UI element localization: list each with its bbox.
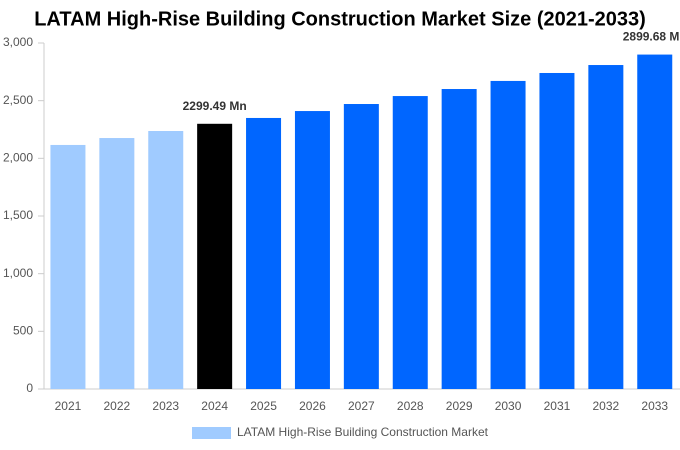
x-tick-label: 2030 <box>495 399 522 413</box>
bar <box>392 96 428 389</box>
legend-swatch <box>192 427 231 439</box>
x-tick-label: 2032 <box>592 399 619 413</box>
bar <box>197 123 233 390</box>
bar <box>637 54 673 389</box>
x-tick-label: 2021 <box>55 399 82 413</box>
x-tick-label: 2025 <box>250 399 277 413</box>
bar <box>441 89 477 389</box>
x-tick-label: 2023 <box>152 399 179 413</box>
y-tick-label: 1,500 <box>3 208 33 222</box>
legend-label: LATAM High-Rise Building Construction Ma… <box>237 425 489 439</box>
x-tick-label: 2027 <box>348 399 375 413</box>
x-tick-label: 2031 <box>544 399 571 413</box>
x-tick-label: 2028 <box>397 399 424 413</box>
x-tick-label: 2026 <box>299 399 326 413</box>
value-label: 2899.68 Mn <box>623 30 680 44</box>
x-tick-label: 2029 <box>446 399 473 413</box>
bar <box>588 65 624 390</box>
bar <box>99 138 135 389</box>
bar <box>148 130 184 389</box>
bar <box>490 80 526 389</box>
x-tick-label: 2024 <box>201 399 228 413</box>
y-tick-label: 2,000 <box>3 151 33 165</box>
x-tick-label: 2022 <box>103 399 130 413</box>
bar <box>294 111 330 390</box>
y-tick-label: 1,000 <box>3 266 33 280</box>
bar <box>539 72 575 389</box>
y-tick-label: 0 <box>26 381 33 395</box>
x-tick-label: 2033 <box>641 399 668 413</box>
y-tick-label: 2,500 <box>3 93 33 107</box>
chart-title: LATAM High-Rise Building Construction Ma… <box>34 8 646 30</box>
value-label: 2299.49 Mn <box>183 99 247 113</box>
bar <box>50 144 86 389</box>
y-tick-label: 500 <box>13 324 33 338</box>
bar <box>246 117 282 389</box>
bar <box>343 104 379 390</box>
y-tick-label: 3,000 <box>3 35 33 49</box>
